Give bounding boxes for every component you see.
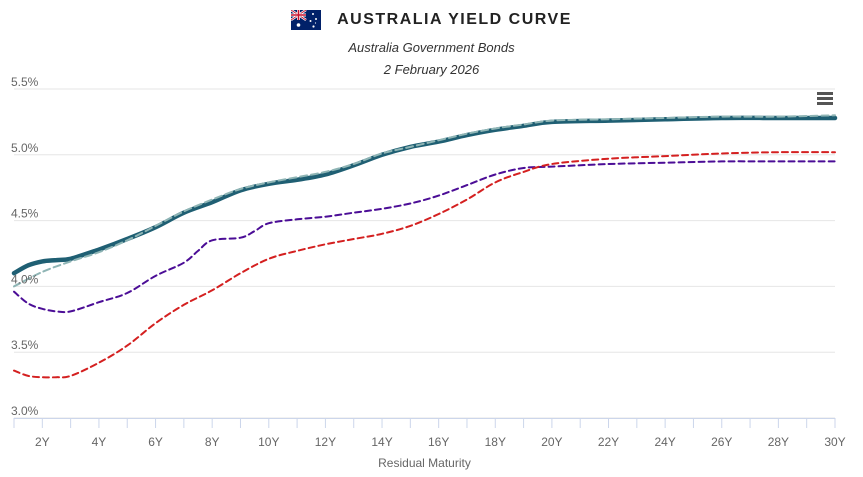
series-line-dashed-purple[interactable] [13, 160, 836, 314]
title-row: AUSTRALIA YIELD CURVE [0, 10, 863, 30]
x-tick-label: 18Y [485, 435, 506, 449]
x-tick-label: 22Y [598, 435, 619, 449]
chart-date: 2 February 2026 [383, 62, 480, 77]
x-tick-label: 10Y [258, 435, 279, 449]
hamburger-menu-icon[interactable] [812, 90, 838, 112]
series-line-current[interactable] [11, 115, 838, 276]
y-tick-label: 3.0% [11, 404, 39, 418]
axes [13, 418, 836, 428]
x-tick-label: 12Y [315, 435, 336, 449]
x-tick-label: 16Y [428, 435, 449, 449]
x-tick-label: 28Y [768, 435, 789, 449]
y-tick-label: 4.5% [11, 207, 39, 221]
x-tick-label: 20Y [541, 435, 562, 449]
series-line-dashed-red[interactable] [13, 151, 836, 379]
series-line-dashed-teal[interactable] [13, 114, 836, 288]
x-tick-label: 30Y [824, 435, 845, 449]
x-axis-title: Residual Maturity [378, 456, 471, 470]
grid-lines [14, 88, 835, 419]
chart-title: AUSTRALIA YIELD CURVE [337, 11, 572, 28]
x-tick-label: 2Y [35, 435, 50, 449]
x-tick-label: 14Y [371, 435, 392, 449]
y-tick-label: 5.5% [11, 75, 39, 89]
y-tick-label: 5.0% [11, 141, 39, 155]
y-tick-label: 4.0% [11, 272, 39, 286]
australia-flag-icon [291, 10, 322, 30]
x-tick-label: 24Y [654, 435, 675, 449]
axis-labels: 3.0% 3.5% 4.0% 4.5% 5.0% 5.5% 2Y 4Y 6Y 8Y 10Y 12Y 14… [11, 75, 846, 470]
x-tick-label: 4Y [92, 435, 107, 449]
series-lines [11, 114, 838, 379]
x-tick-label: 26Y [711, 435, 732, 449]
x-tick-label: 8Y [205, 435, 220, 449]
x-tick-label: 6Y [148, 435, 163, 449]
chart-subtitle: Australia Government Bonds [348, 40, 515, 55]
y-tick-label: 3.5% [11, 338, 39, 352]
